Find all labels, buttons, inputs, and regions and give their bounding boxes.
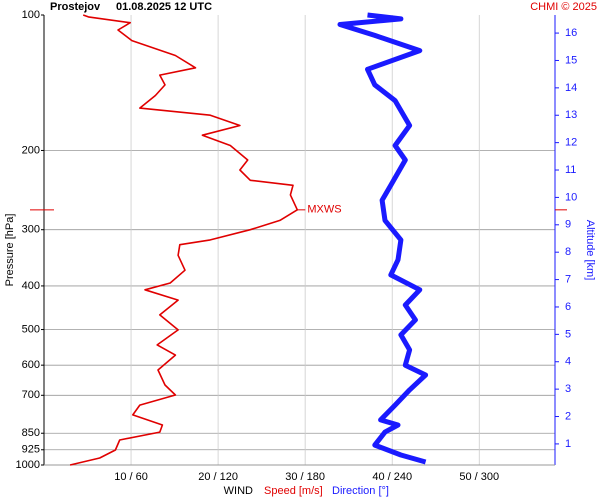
y2-tick-label: 15 (565, 54, 577, 66)
y-tick-label: 850 (22, 427, 40, 439)
y2-tick-label: 16 (565, 27, 577, 39)
y2-tick-label: 12 (565, 137, 577, 149)
x-tick-label: 40 / 240 (372, 471, 412, 483)
y-tick-label: 100 (22, 9, 40, 21)
y-tick-label: 500 (22, 323, 40, 335)
y2-tick-label: 4 (565, 356, 571, 368)
y-tick-label: 300 (22, 224, 40, 236)
chart-title: Prostejov (50, 1, 101, 13)
legend-label: Speed [m/s] (264, 485, 323, 497)
y-axis-label: Pressure [hPa] (4, 214, 16, 287)
y-tick-label: 600 (22, 359, 40, 371)
y-tick-label: 1000 (16, 459, 40, 471)
chart-subtitle: 01.08.2025 12 UTC (116, 1, 212, 13)
y2-tick-label: 14 (565, 82, 577, 94)
x-axis-label: WIND (224, 485, 253, 497)
x-tick-label: 10 / 60 (114, 471, 148, 483)
series-line (69, 14, 299, 466)
y2-tick-label: 7 (565, 273, 571, 285)
credit: CHMI © 2025 (530, 1, 597, 13)
mxws-label: MXWS (307, 204, 341, 216)
y2-tick-label: 8 (565, 246, 571, 258)
y2-tick-label: 5 (565, 328, 571, 340)
y2-tick-label: 6 (565, 301, 571, 313)
y2-tick-label: 2 (565, 410, 571, 422)
x-tick-label: 50 / 300 (459, 471, 499, 483)
y2-tick-label: 3 (565, 383, 571, 395)
y-tick-label: 400 (22, 280, 40, 292)
legend-label: Direction [°] (332, 485, 389, 497)
y2-tick-label: 1 (565, 438, 571, 450)
y2-tick-label: 10 (565, 191, 577, 203)
x-tick-label: 20 / 120 (198, 471, 238, 483)
y-tick-label: 700 (22, 389, 40, 401)
y2-tick-label: 11 (565, 164, 576, 176)
y2-tick-label: 9 (565, 219, 571, 231)
y2-tick-label: 13 (565, 109, 577, 121)
y-tick-label: 200 (22, 144, 40, 156)
series-line (337, 12, 429, 465)
x-tick-label: 30 / 180 (285, 471, 325, 483)
y-tick-label: 925 (22, 444, 40, 456)
y2-axis-label: Altitude [km] (584, 220, 596, 281)
